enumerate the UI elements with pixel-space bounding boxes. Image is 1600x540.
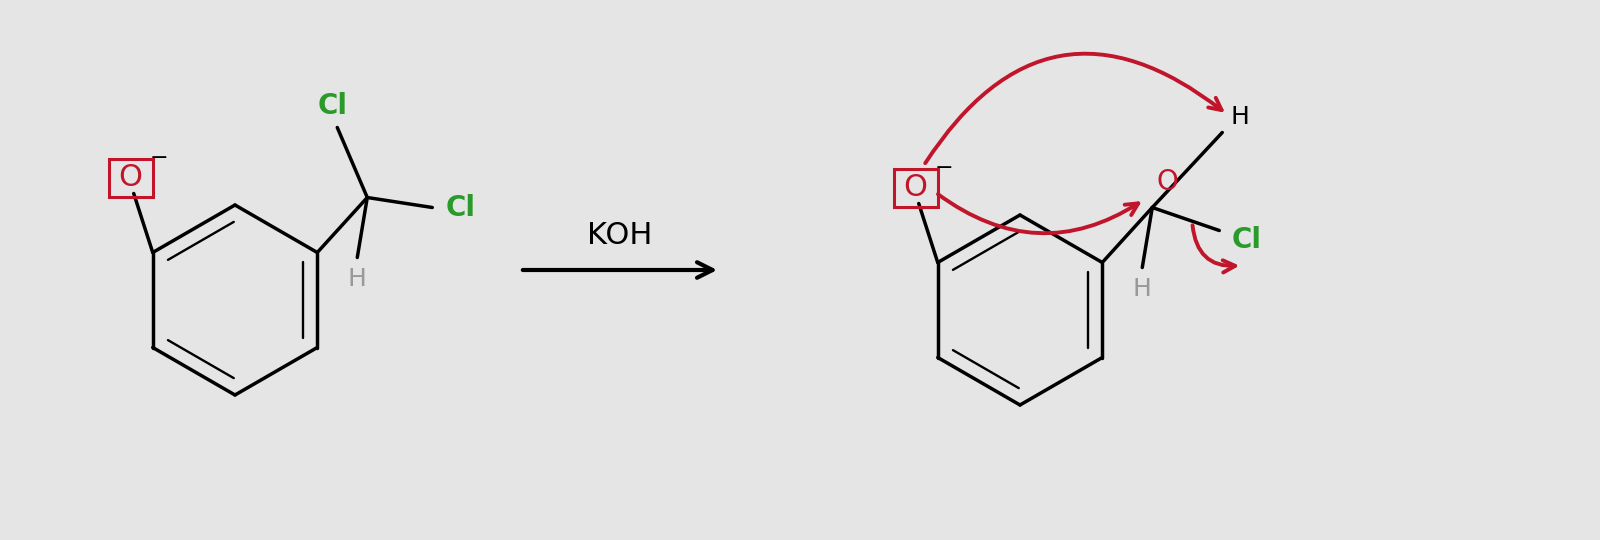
Text: O: O bbox=[118, 163, 142, 192]
Text: O: O bbox=[1157, 168, 1178, 197]
Text: H: H bbox=[1230, 105, 1250, 130]
Text: KOH: KOH bbox=[587, 220, 653, 249]
Text: Cl: Cl bbox=[317, 91, 347, 119]
Text: H: H bbox=[1133, 278, 1152, 301]
Text: Cl: Cl bbox=[445, 193, 475, 221]
Text: O: O bbox=[904, 173, 928, 202]
Text: −: − bbox=[934, 159, 954, 179]
Text: −: − bbox=[149, 148, 168, 168]
Text: Cl: Cl bbox=[1232, 226, 1261, 254]
Text: H: H bbox=[347, 267, 366, 292]
